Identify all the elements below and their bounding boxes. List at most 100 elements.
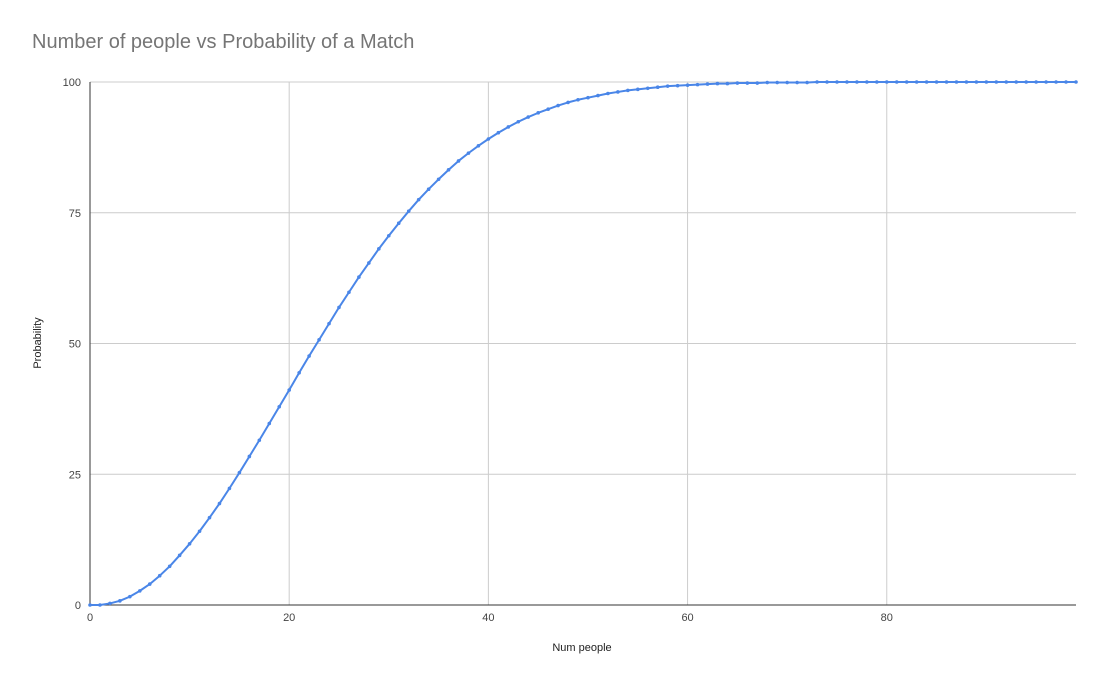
- data-point: [207, 515, 212, 520]
- data-point: [237, 470, 242, 475]
- data-point: [675, 83, 680, 88]
- data-point: [277, 404, 282, 409]
- data-point: [586, 95, 590, 100]
- data-point: [765, 80, 770, 85]
- data-point: [725, 81, 730, 86]
- data-point: [317, 338, 321, 342]
- data-point: [197, 529, 202, 534]
- y-tick-label: 100: [63, 77, 81, 89]
- data-point: [98, 603, 102, 607]
- data-point: [1034, 80, 1038, 84]
- data-point: [506, 125, 511, 129]
- data-point: [845, 80, 849, 84]
- data-point: [1074, 80, 1078, 84]
- data-point: [805, 80, 809, 85]
- data-point: [546, 107, 550, 111]
- tick-labels: 0 25 50 75 100 0 20 40 60 80: [63, 77, 893, 624]
- data-point: [526, 115, 531, 119]
- data-point: [954, 80, 959, 84]
- data-point: [247, 454, 252, 459]
- data-point: [616, 90, 620, 94]
- data-point: [367, 261, 371, 265]
- data-point: [386, 233, 391, 238]
- data-point: [785, 80, 789, 85]
- data-point: [436, 177, 441, 182]
- data-point: [894, 80, 899, 84]
- data-point: [775, 80, 780, 85]
- data-point: [626, 88, 630, 93]
- data-point: [606, 91, 610, 96]
- data-point: [705, 82, 710, 86]
- data-point: [855, 80, 859, 84]
- data-point: [157, 573, 162, 578]
- data-point: [1044, 80, 1048, 84]
- data-point: [665, 84, 670, 88]
- data-point: [128, 594, 132, 599]
- data-point: [994, 80, 999, 84]
- data-point: [217, 501, 222, 506]
- data-point: [416, 197, 421, 202]
- data-point: [406, 209, 411, 213]
- data-point: [257, 438, 262, 443]
- data-point: [715, 81, 720, 86]
- data-point: [347, 290, 351, 295]
- data-point: [875, 80, 879, 84]
- chart-title: Number of people vs Probability of a Mat…: [32, 31, 415, 53]
- data-point: [396, 221, 401, 226]
- y-tick-label: 0: [75, 600, 81, 612]
- data-point: [645, 86, 650, 91]
- x-tick-label: 80: [881, 612, 893, 624]
- series-layer: [88, 80, 1078, 607]
- data-point: [904, 80, 909, 84]
- data-point: [187, 542, 192, 546]
- data-point: [446, 168, 451, 172]
- data-point: [884, 80, 889, 84]
- x-tick-label: 60: [681, 612, 693, 624]
- data-point: [576, 97, 580, 102]
- data-point: [964, 80, 969, 84]
- data-point: [287, 388, 291, 392]
- y-tick-label: 25: [69, 469, 81, 481]
- data-point: [337, 305, 341, 310]
- y-tick-label: 75: [69, 208, 81, 220]
- data-point: [536, 111, 540, 115]
- data-point: [486, 137, 491, 141]
- data-point: [566, 100, 570, 105]
- data-point: [496, 130, 501, 135]
- data-point: [835, 80, 839, 84]
- x-tick-label: 20: [283, 612, 295, 624]
- data-point: [177, 553, 182, 558]
- data-point: [745, 81, 750, 85]
- data-point: [357, 275, 361, 279]
- data-point: [1014, 80, 1019, 84]
- data-point: [825, 80, 829, 84]
- data-point: [147, 582, 152, 586]
- y-axis-label: Probability: [32, 317, 44, 369]
- data-point: [138, 589, 142, 593]
- data-point: [466, 151, 471, 155]
- data-point: [167, 564, 172, 569]
- data-point: [118, 599, 122, 603]
- data-point: [924, 80, 929, 84]
- data-point: [596, 93, 600, 98]
- data-point: [476, 144, 481, 148]
- data-point: [635, 87, 640, 92]
- data-point: [1054, 80, 1058, 84]
- data-point: [108, 601, 112, 606]
- data-point: [556, 103, 560, 108]
- data-point: [1064, 80, 1068, 84]
- data-point: [944, 80, 949, 84]
- data-point: [327, 321, 331, 326]
- data-point: [795, 80, 799, 85]
- data-point: [227, 486, 232, 491]
- data-point: [1004, 80, 1009, 84]
- data-point: [307, 354, 311, 358]
- gridlines: [90, 81, 1076, 605]
- data-point: [815, 80, 819, 84]
- y-tick-label: 50: [69, 339, 81, 351]
- data-point: [695, 82, 700, 87]
- data-point: [297, 370, 301, 375]
- data-point: [426, 187, 431, 192]
- data-point: [655, 85, 660, 90]
